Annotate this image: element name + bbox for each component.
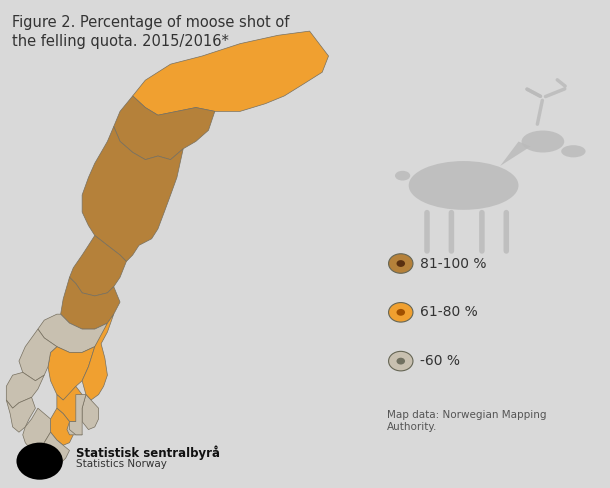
Text: Map data: Norwegian Mapping
Authority.: Map data: Norwegian Mapping Authority.: [387, 410, 547, 431]
Text: Statistics Norway: Statistics Norway: [76, 459, 167, 468]
Text: 81-100 %: 81-100 %: [420, 257, 486, 270]
Text: 61-80 %: 61-80 %: [420, 305, 478, 319]
Text: -60 %: -60 %: [420, 354, 460, 368]
Text: Figure 2. Percentage of moose shot of
the felling quota. 2015/2016*: Figure 2. Percentage of moose shot of th…: [12, 15, 290, 49]
Text: Statistisk sentralbyrå: Statistisk sentralbyrå: [76, 445, 220, 460]
